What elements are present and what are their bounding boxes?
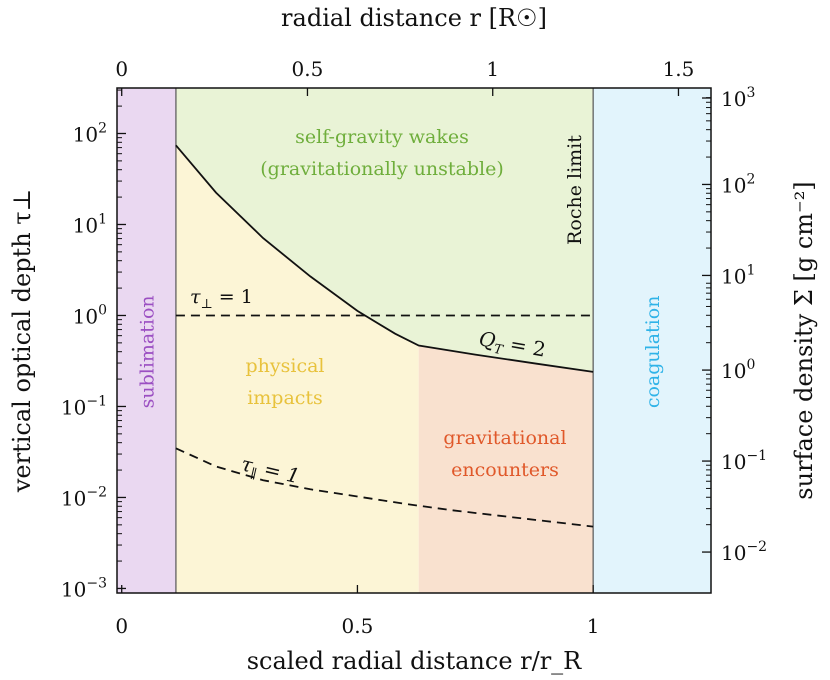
y-tick-label: 10−1 [61, 393, 107, 419]
y-right-tick-label: 103 [721, 85, 755, 111]
sublimation-label: sublimation [136, 295, 158, 408]
gravitational-encounters-label-line2: encounters [451, 459, 559, 481]
y-right-tick-label: 102 [721, 171, 755, 197]
coagulation-label: coagulation [642, 296, 664, 409]
y-right-tick-label: 10−1 [721, 448, 767, 474]
x-tick-label: 1 [587, 614, 600, 638]
physical-impacts-label-line2: impacts [247, 387, 323, 409]
self-gravity-region [175, 88, 594, 372]
plot-frame [116, 87, 712, 594]
physical-impacts-region [175, 145, 419, 594]
tau-perp-label: τ⊥ = 1 [190, 286, 253, 312]
x-top-tick-label: 1.5 [663, 57, 695, 81]
x-tick-label: 0.5 [342, 614, 374, 638]
y-right-tick-label: 100 [721, 357, 755, 383]
x-top-tick-label: 0 [115, 57, 128, 81]
x-tick-label: 0 [115, 614, 128, 638]
self-gravity-label-line2: (gravitationally unstable) [260, 158, 503, 180]
self-gravity-label-line1: self-gravity wakes [295, 126, 469, 148]
x-axis-label: scaled radial distance r/r_R [247, 647, 582, 675]
y-tick-label: 10−2 [61, 484, 107, 510]
qt-curve [175, 144, 594, 373]
gravitational-encounters-region [418, 345, 594, 593]
x-top-tick-label: 1 [486, 57, 499, 81]
coagulation-region [593, 88, 711, 593]
y-tick-label: 101 [73, 211, 107, 237]
y-right-axis-label: surface density Σ [g cm⁻²] [790, 181, 818, 499]
y-tick-label: 102 [73, 120, 107, 146]
roche-limit-label: Roche limit [564, 135, 586, 245]
physical-impacts-label-line1: physical [245, 355, 324, 377]
x-top-tick-label: 0.5 [292, 57, 324, 81]
y-tick-label: 100 [73, 302, 107, 328]
y-right-tick-label: 101 [721, 262, 755, 288]
x-top-axis-label: radial distance r [R☉] [281, 4, 547, 32]
y-right-tick-label: 10−2 [721, 539, 767, 565]
y-axis-label: vertical optical depth τ⊥ [8, 189, 36, 493]
sublimation-region [117, 88, 176, 593]
gravitational-encounters-label-line1: gravitational [443, 427, 566, 449]
y-tick-label: 10−3 [61, 575, 107, 601]
tau-par-curve [175, 447, 594, 528]
